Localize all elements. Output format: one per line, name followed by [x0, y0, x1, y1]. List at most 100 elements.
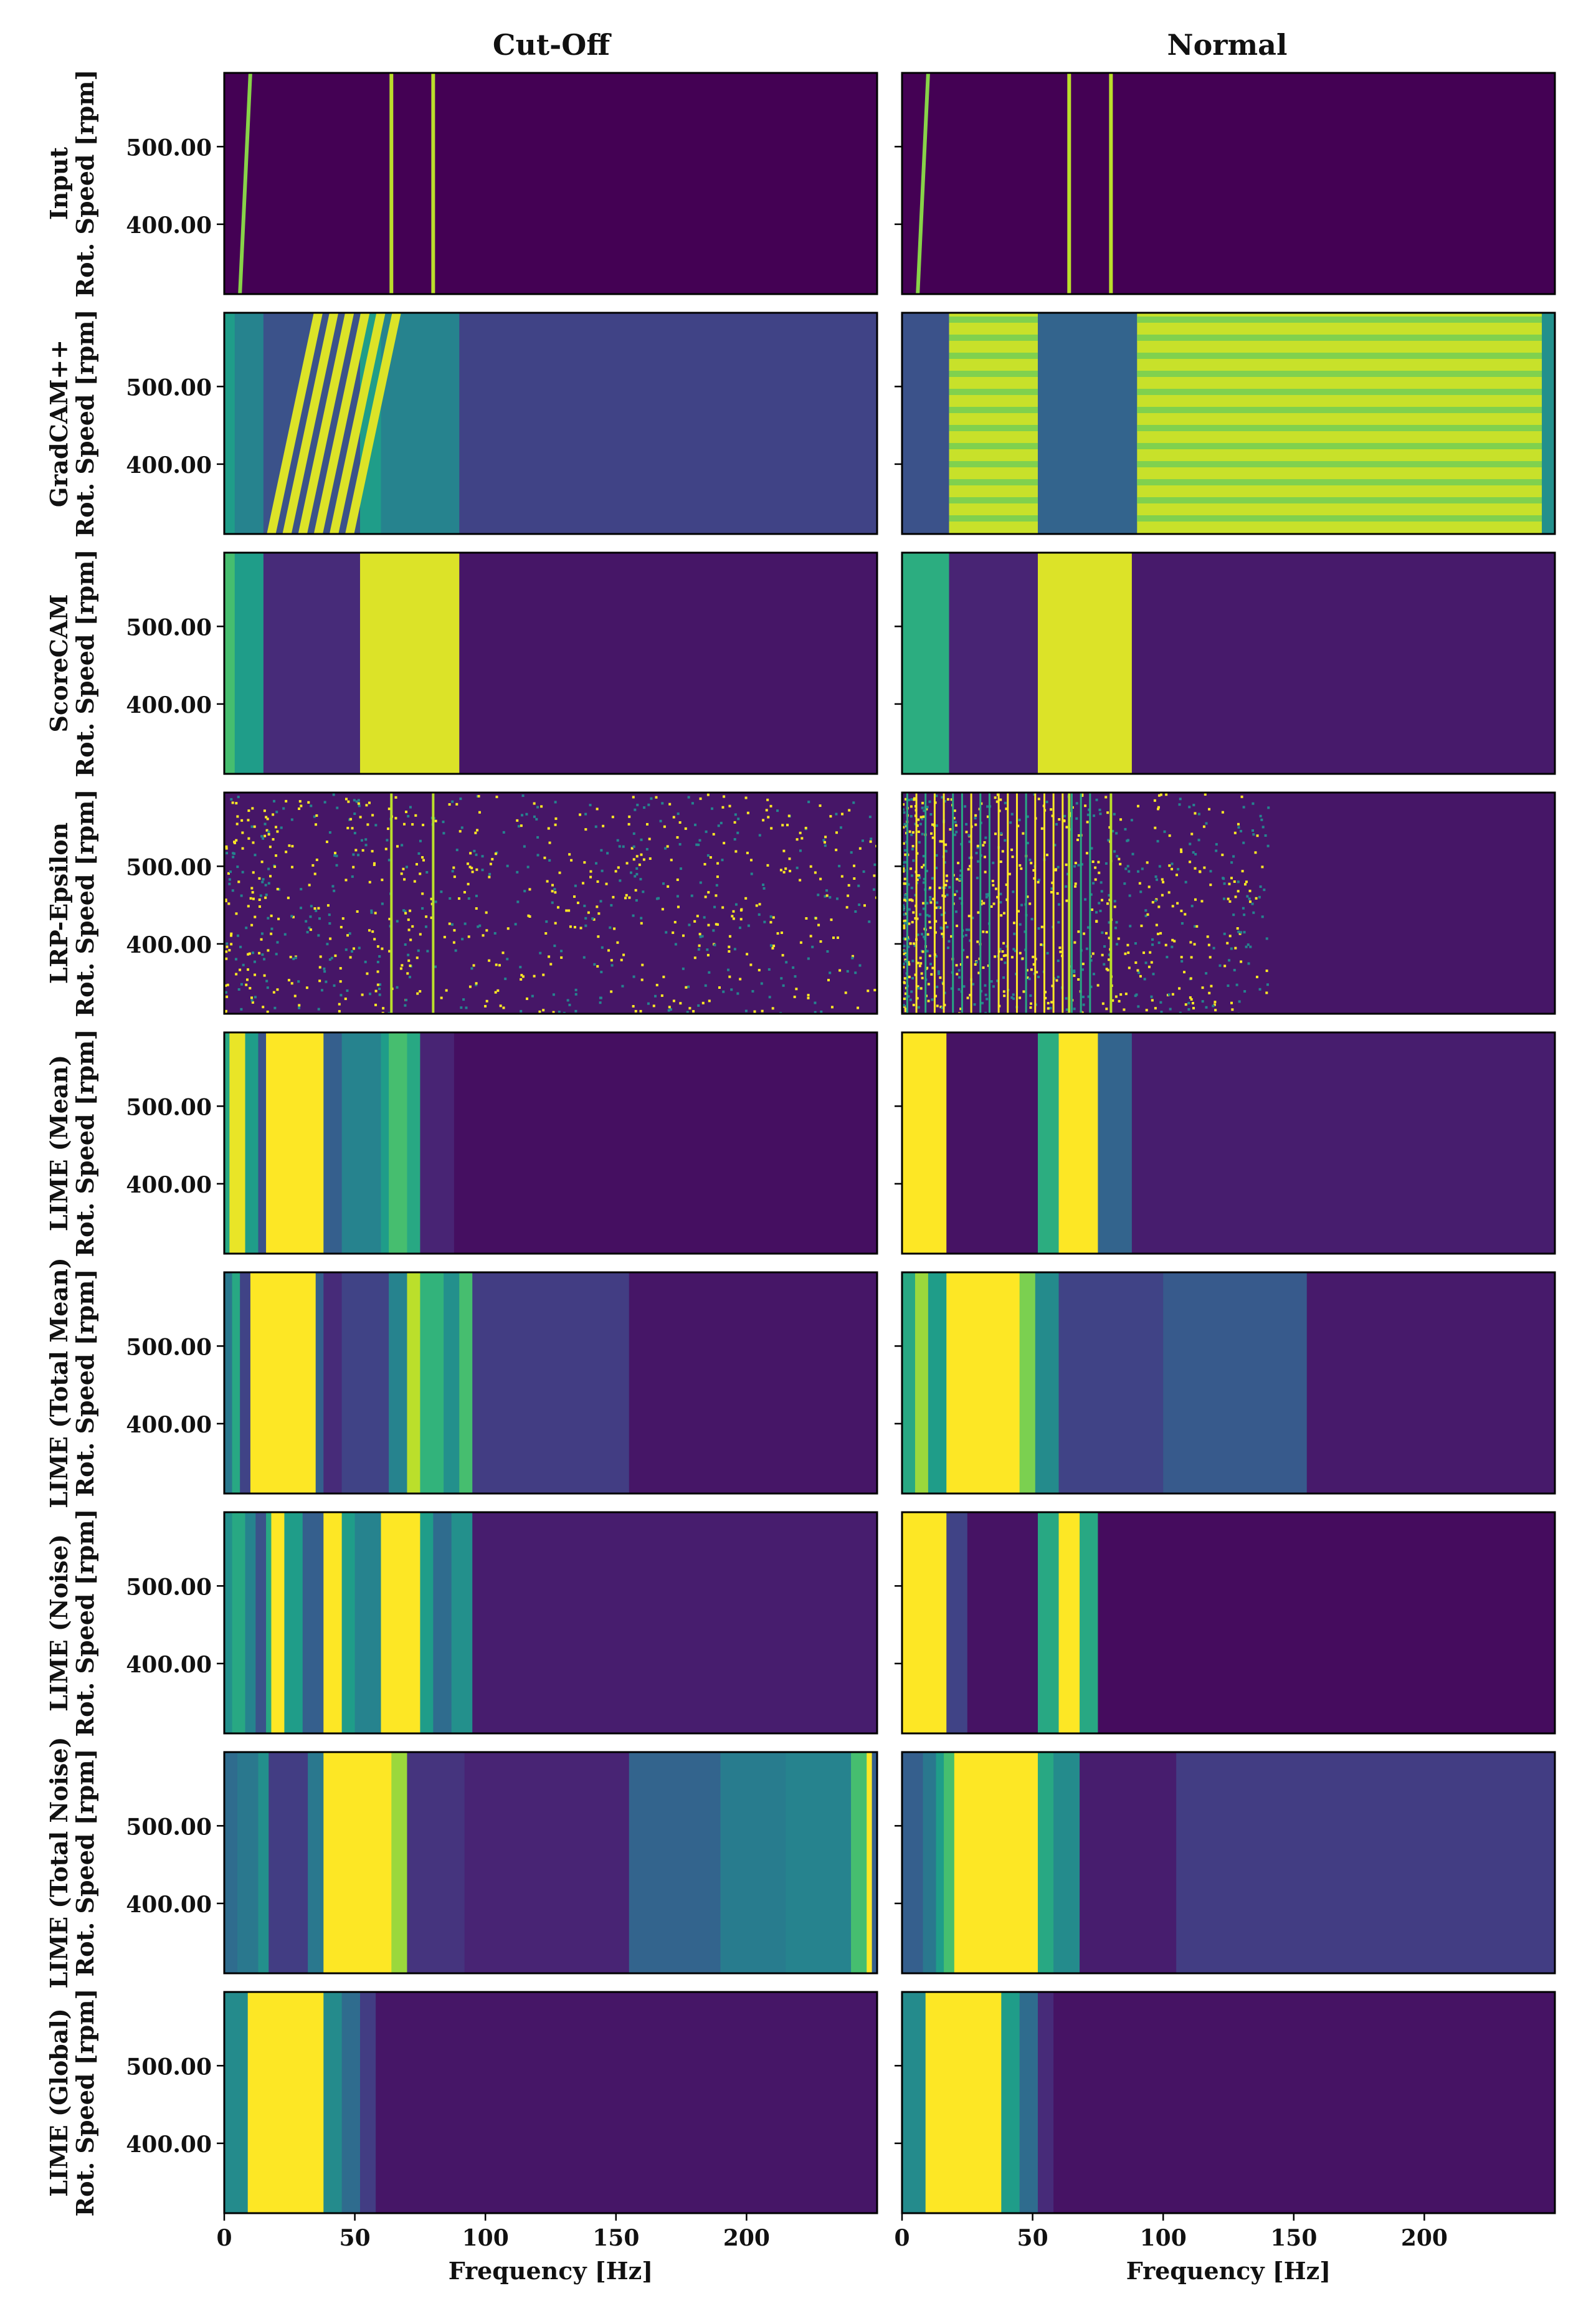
heatmap-speck	[676, 895, 679, 898]
heatmap-speck	[934, 906, 938, 909]
heatmap-speck	[814, 871, 817, 874]
heatmap-speck	[677, 905, 680, 908]
heatmap-band	[464, 1752, 630, 1973]
heatmap-speck	[485, 911, 488, 914]
x-tick-label: 50	[1017, 2225, 1048, 2251]
heatmap-speck	[407, 953, 410, 956]
heatmap-speck	[352, 947, 355, 950]
heatmap-speck	[720, 821, 723, 824]
heatmap-speck	[1208, 991, 1211, 994]
heatmap-speck	[975, 961, 978, 964]
heatmap-speck	[502, 1006, 505, 1009]
y-tick-label: 500.00	[126, 135, 212, 161]
heatmap-speck	[1221, 811, 1224, 814]
heatmap-stripe	[949, 515, 1038, 522]
heatmap-speck	[1101, 931, 1104, 934]
heatmap-speck	[1153, 799, 1156, 802]
heatmap-speck	[1128, 966, 1131, 970]
heatmap-speck	[599, 996, 602, 999]
heatmap-speck	[1226, 941, 1229, 945]
y-axis-label: Rot. Speed [rpm]	[71, 1749, 99, 1977]
heatmap-speck	[1090, 847, 1093, 850]
heatmap-band	[224, 1752, 238, 1973]
heatmap-speck	[1119, 862, 1122, 865]
heatmap-speck	[708, 971, 711, 974]
heatmap-speck	[274, 826, 277, 829]
panel-frame	[223, 312, 878, 535]
heatmap-speck	[1150, 961, 1153, 964]
heatmap-speck	[936, 985, 939, 988]
heatmap-speck	[414, 814, 417, 817]
heatmap-speck	[449, 897, 452, 900]
heatmap-speck	[488, 872, 492, 875]
heatmap-speck	[307, 801, 310, 804]
heatmap-speck	[583, 861, 586, 864]
heatmap-band	[444, 1272, 460, 1494]
heatmap-speck	[419, 933, 422, 936]
heatmap-speck	[820, 1010, 823, 1013]
heatmap-speck	[908, 830, 911, 833]
heatmap-speck	[966, 996, 969, 999]
heatmap-speck	[357, 802, 360, 805]
heatmap-speck	[734, 813, 737, 816]
heatmap-speck	[784, 867, 787, 870]
heatmap-speck	[351, 950, 354, 953]
heatmap-speck	[1189, 996, 1192, 999]
row-label-scorecam: ScoreCAMRot. Speed [rpm]	[45, 550, 99, 778]
panel-frame	[223, 1991, 878, 2214]
heatmap-speck	[1194, 853, 1197, 856]
heatmap-speck	[1074, 862, 1077, 865]
heatmap-speck	[516, 819, 519, 822]
heatmap-speck	[1258, 988, 1261, 991]
heatmap-speck	[668, 1006, 671, 1009]
heatmap-speck	[670, 859, 673, 862]
y-tick-label: 400.00	[126, 452, 212, 479]
heatmap-speck	[954, 821, 957, 824]
heatmap-speck	[959, 869, 962, 872]
heatmap-speck	[734, 903, 738, 906]
heatmap-speck	[1146, 913, 1149, 916]
heatmap-speck	[852, 801, 855, 804]
heatmap-speck	[1017, 824, 1020, 827]
heatmap-speck	[948, 940, 951, 943]
heatmap-speck	[1003, 994, 1006, 998]
heatmap-speck	[1136, 870, 1139, 873]
heatmap-speck	[1236, 927, 1239, 930]
heatmap-speck	[516, 870, 519, 874]
heatmap-speck	[684, 827, 687, 830]
heatmap-speck	[841, 812, 844, 816]
heatmap-speck	[254, 854, 257, 857]
heatmap-speck	[250, 923, 254, 927]
heatmap-speck	[517, 825, 520, 828]
heatmap-band	[420, 1272, 444, 1494]
heatmap-speck	[1240, 829, 1243, 832]
heatmap-speck	[1051, 814, 1054, 817]
heatmap-speck	[661, 908, 664, 911]
heatmap-speck	[1108, 826, 1111, 829]
heatmap-band	[786, 1752, 852, 1973]
heatmap-speck	[995, 800, 999, 803]
heatmap-speck	[739, 978, 742, 981]
heatmap-speck	[919, 956, 922, 960]
panel-frame	[901, 1031, 1556, 1255]
heatmap-speck	[902, 906, 905, 909]
heatmap-speck	[959, 963, 962, 966]
heatmap-speck	[282, 807, 285, 810]
y-tick-label: 400.00	[126, 1892, 212, 1918]
heatmap-speck	[1113, 812, 1116, 816]
heatmap-speck	[297, 980, 300, 983]
heatmap-speck	[368, 880, 371, 884]
heatmap-speck	[903, 898, 906, 902]
heatmap-speck	[1258, 895, 1261, 898]
heatmap-speck	[365, 804, 368, 807]
heatmap-speck	[1145, 1009, 1148, 1012]
heatmap-speck	[663, 825, 666, 828]
heatmap-band	[247, 1992, 324, 2213]
panel-lrp-epsilon-normal	[895, 791, 1556, 1015]
heatmap-speck	[1104, 931, 1108, 935]
heatmap-speck	[733, 948, 736, 951]
y-axis-label: Rot. Speed [rpm]	[71, 70, 99, 298]
heatmap-speck	[926, 806, 929, 809]
heatmap-speck	[501, 951, 505, 955]
